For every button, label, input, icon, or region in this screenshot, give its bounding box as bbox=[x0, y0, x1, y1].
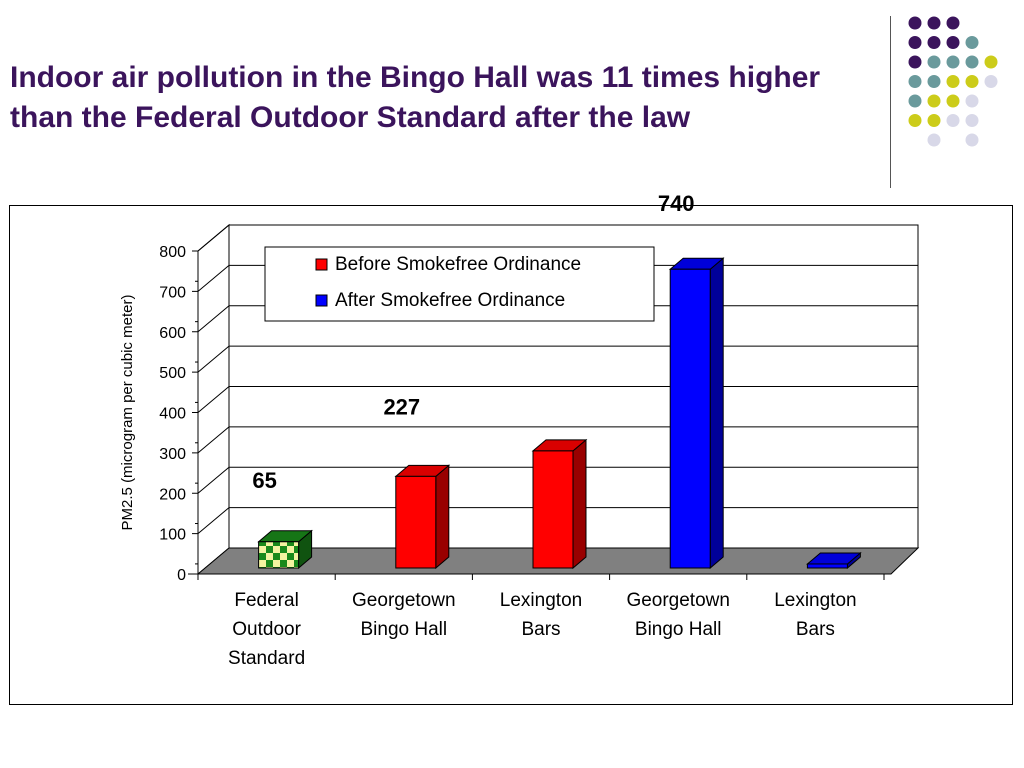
decorative-dot-grid bbox=[908, 16, 998, 147]
decor-dot bbox=[927, 133, 941, 147]
bar-side bbox=[572, 438, 587, 570]
y-tick-label: 400 bbox=[159, 406, 186, 423]
y-tick-label: 700 bbox=[159, 284, 186, 301]
decor-dot bbox=[984, 75, 998, 88]
bar-front bbox=[532, 450, 574, 569]
gridline-side bbox=[197, 224, 230, 252]
bar bbox=[806, 551, 862, 570]
decor-dot bbox=[927, 94, 941, 108]
x-category-label: Federal Outdoor Standard bbox=[228, 590, 305, 669]
plot-area: 0 100 200 300 400 500 600 700 800 PM2.5 (microgra… bbox=[119, 191, 920, 669]
bar-side bbox=[435, 464, 450, 570]
bar: 227 bbox=[383, 394, 451, 570]
decor-dot bbox=[946, 55, 960, 69]
y-tick-label: 600 bbox=[159, 325, 186, 342]
legend-swatch bbox=[315, 294, 328, 307]
decor-dot bbox=[927, 16, 941, 30]
x-category-label: Lexington Bars bbox=[500, 590, 582, 640]
legend-swatch bbox=[315, 258, 328, 271]
gridline-side bbox=[197, 305, 230, 333]
decor-dot bbox=[927, 75, 941, 88]
x-category-label: Georgetown Bingo Hall bbox=[626, 590, 730, 640]
bar: 740 bbox=[658, 191, 725, 570]
decor-dot bbox=[946, 114, 960, 127]
chart-frame bbox=[9, 205, 1013, 705]
decor-dot bbox=[927, 114, 941, 127]
decor-dot bbox=[908, 75, 922, 88]
bar-data-label: 227 bbox=[383, 394, 420, 419]
bar bbox=[531, 438, 588, 570]
legend: Before Smokefree Ordinance After Smokefre… bbox=[264, 246, 655, 322]
y-axis-label: PM2.5 (microgram per cubic meter) bbox=[119, 295, 136, 531]
x-category-label: Lexington Bars bbox=[774, 590, 856, 640]
bar-front bbox=[669, 268, 711, 569]
bar-front bbox=[395, 475, 437, 569]
decor-dot bbox=[965, 94, 979, 108]
gridline-side bbox=[197, 345, 230, 373]
decor-dot bbox=[946, 36, 960, 49]
gridline-side bbox=[197, 426, 230, 454]
slide-title: Indoor air pollution in the Bingo Hall w… bbox=[10, 61, 821, 134]
bar: 65 bbox=[252, 468, 313, 570]
decor-dot bbox=[946, 94, 960, 108]
y-tick-label: 200 bbox=[159, 486, 186, 503]
y-tick-label: 800 bbox=[159, 244, 186, 261]
decor-dot bbox=[946, 75, 960, 88]
gridline-side bbox=[197, 507, 230, 535]
decor-dot bbox=[965, 75, 979, 88]
decor-dot bbox=[965, 55, 979, 69]
decor-dot bbox=[984, 55, 998, 69]
bar-side bbox=[709, 257, 724, 570]
x-category-label: Georgetown Bingo Hall bbox=[352, 590, 456, 640]
title-divider bbox=[890, 16, 891, 188]
decor-dot bbox=[965, 36, 979, 49]
bar-front bbox=[258, 541, 300, 569]
gridline-side bbox=[197, 386, 230, 413]
gridline-side bbox=[197, 466, 230, 494]
decor-dot bbox=[908, 16, 922, 30]
y-tick-label: 500 bbox=[159, 365, 186, 382]
legend-box bbox=[264, 246, 655, 322]
y-tick-label: 0 bbox=[177, 567, 186, 584]
bar-data-label: 65 bbox=[252, 468, 276, 493]
legend-label: After Smokefree Ordinance bbox=[335, 290, 565, 311]
decor-dot bbox=[908, 94, 922, 108]
y-tick-label: 300 bbox=[159, 446, 186, 463]
decor-dot bbox=[908, 36, 922, 49]
decor-dot bbox=[965, 133, 979, 147]
legend-label: Before Smokefree Ordinance bbox=[335, 254, 581, 275]
bar-data-label: 740 bbox=[658, 191, 695, 216]
gridline-side bbox=[197, 264, 230, 292]
decor-dot bbox=[927, 36, 941, 49]
y-tick-label: 100 bbox=[159, 527, 186, 544]
decor-dot bbox=[946, 16, 960, 30]
decor-dot bbox=[908, 55, 922, 69]
bar-front bbox=[806, 563, 848, 569]
decor-dot bbox=[965, 114, 979, 127]
decor-dot bbox=[927, 55, 941, 69]
decor-dot bbox=[908, 114, 922, 127]
